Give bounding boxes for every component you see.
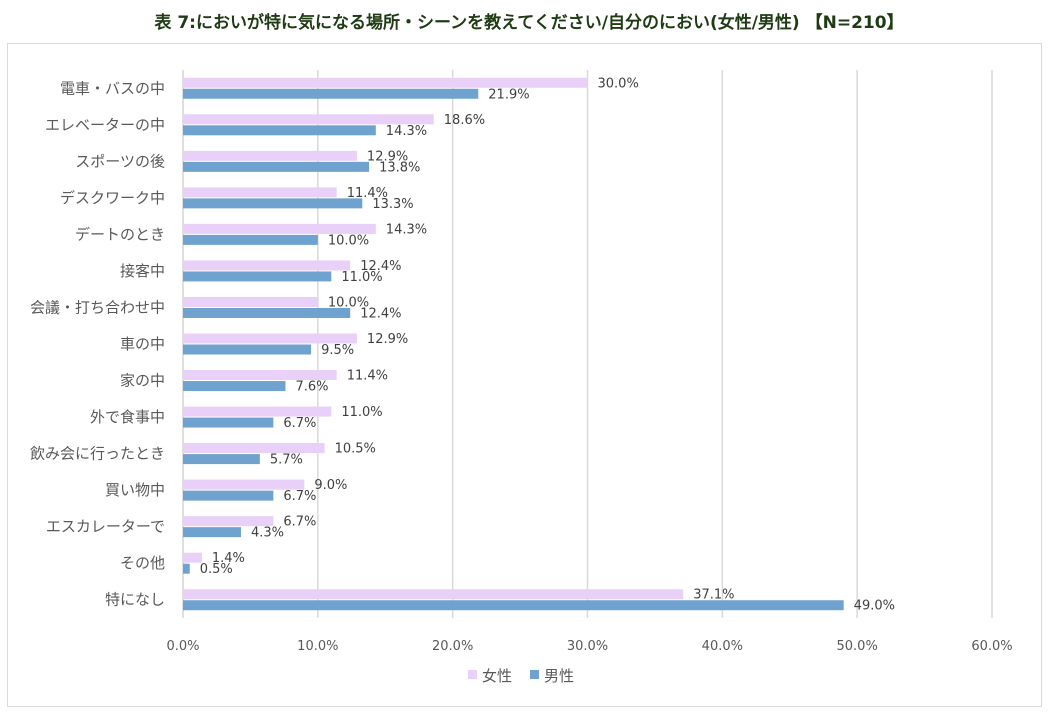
chart-title: 表 7:においが特に気になる場所・シーンを教えてください/自分のにおい(女性/男… — [154, 13, 904, 33]
legend-label: 男性 — [544, 667, 574, 685]
data-label: 49.0% — [854, 599, 895, 614]
data-label: 9.0% — [314, 478, 347, 493]
chart-frame — [7, 43, 1042, 707]
bar-male — [183, 307, 351, 318]
data-label: 14.3% — [386, 124, 427, 139]
category-label: エスカレーターで — [46, 518, 165, 536]
data-label: 5.7% — [270, 453, 303, 468]
bar-female — [183, 187, 337, 198]
bar-female — [183, 260, 351, 271]
bar-male — [183, 454, 260, 465]
legend-swatch-female — [468, 670, 477, 679]
category-label: エレベーターの中 — [45, 116, 165, 134]
bar-male — [183, 563, 190, 574]
category-label: 外で食事中 — [90, 408, 165, 426]
bar-female — [183, 552, 202, 563]
data-label: 13.3% — [372, 197, 413, 212]
data-label: 37.1% — [693, 588, 734, 603]
category-label: デートのとき — [75, 225, 165, 243]
x-tick-label: 10.0% — [297, 639, 338, 654]
category-label: 飲み会に行ったとき — [30, 445, 165, 463]
data-label: 13.8% — [379, 160, 420, 175]
x-tick-label: 60.0% — [971, 639, 1012, 654]
bar-female — [183, 589, 684, 600]
legend-swatch-male — [530, 670, 539, 679]
bar-female — [183, 77, 588, 88]
bar-female — [183, 479, 305, 490]
data-label: 11.4% — [347, 369, 388, 384]
bar-female — [183, 516, 274, 527]
data-label: 12.9% — [367, 332, 408, 347]
bar-male — [183, 271, 332, 282]
bar-male — [183, 88, 479, 99]
data-label: 21.9% — [488, 87, 529, 102]
category-label: 車の中 — [120, 335, 165, 353]
data-label: 18.6% — [444, 113, 485, 128]
bar-male — [183, 234, 318, 245]
data-label: 11.4% — [347, 186, 388, 201]
data-label: 30.0% — [598, 76, 639, 91]
bar-female — [183, 223, 376, 234]
data-label: 11.0% — [341, 270, 382, 285]
bar-female — [183, 443, 325, 454]
category-label: その他 — [120, 554, 165, 572]
data-label: 11.0% — [341, 405, 382, 420]
x-tick-label: 50.0% — [837, 639, 878, 654]
category-label: 会議・打ち合わせ中 — [30, 298, 165, 316]
category-label: スポーツの後 — [75, 152, 165, 170]
data-label: 12.4% — [360, 306, 401, 321]
data-label: 14.3% — [386, 222, 427, 237]
data-label: 0.5% — [200, 562, 233, 577]
bar-female — [183, 296, 318, 307]
category-label: 買い物中 — [105, 481, 165, 499]
bar-female — [183, 150, 357, 161]
x-tick-label: 30.0% — [567, 639, 608, 654]
bar-female — [183, 333, 357, 344]
bar-male — [183, 600, 844, 611]
x-tick-label: 0.0% — [166, 639, 199, 654]
category-label: 接客中 — [120, 262, 165, 280]
data-label: 12.4% — [360, 259, 401, 274]
legend-label: 女性 — [482, 667, 512, 685]
bar-female — [183, 370, 337, 381]
bar-male — [183, 527, 241, 538]
x-tick-label: 40.0% — [702, 639, 743, 654]
bar-female — [183, 406, 332, 417]
bar-male — [183, 381, 286, 392]
data-label: 1.4% — [212, 551, 245, 566]
data-label: 4.3% — [251, 526, 284, 541]
data-label: 6.7% — [283, 515, 316, 530]
bar-male — [183, 344, 312, 355]
category-label: 電車・バスの中 — [60, 79, 165, 97]
bar-male — [183, 417, 274, 428]
category-label: 家の中 — [120, 372, 165, 390]
data-label: 10.0% — [328, 295, 369, 310]
data-label: 9.5% — [321, 343, 354, 358]
category-label: 特になし — [105, 591, 165, 609]
data-label: 12.9% — [367, 149, 408, 164]
data-label: 10.5% — [335, 442, 376, 457]
bar-male — [183, 125, 376, 136]
data-label: 6.7% — [283, 489, 316, 504]
data-label: 10.0% — [328, 233, 369, 248]
data-label: 7.6% — [295, 380, 328, 395]
data-label: 6.7% — [283, 416, 316, 431]
category-label: デスクワーク中 — [60, 189, 165, 207]
bar-male — [183, 490, 274, 501]
x-tick-label: 20.0% — [432, 639, 473, 654]
bar-male — [183, 161, 370, 172]
bar-female — [183, 114, 434, 125]
bar-male — [183, 198, 363, 209]
